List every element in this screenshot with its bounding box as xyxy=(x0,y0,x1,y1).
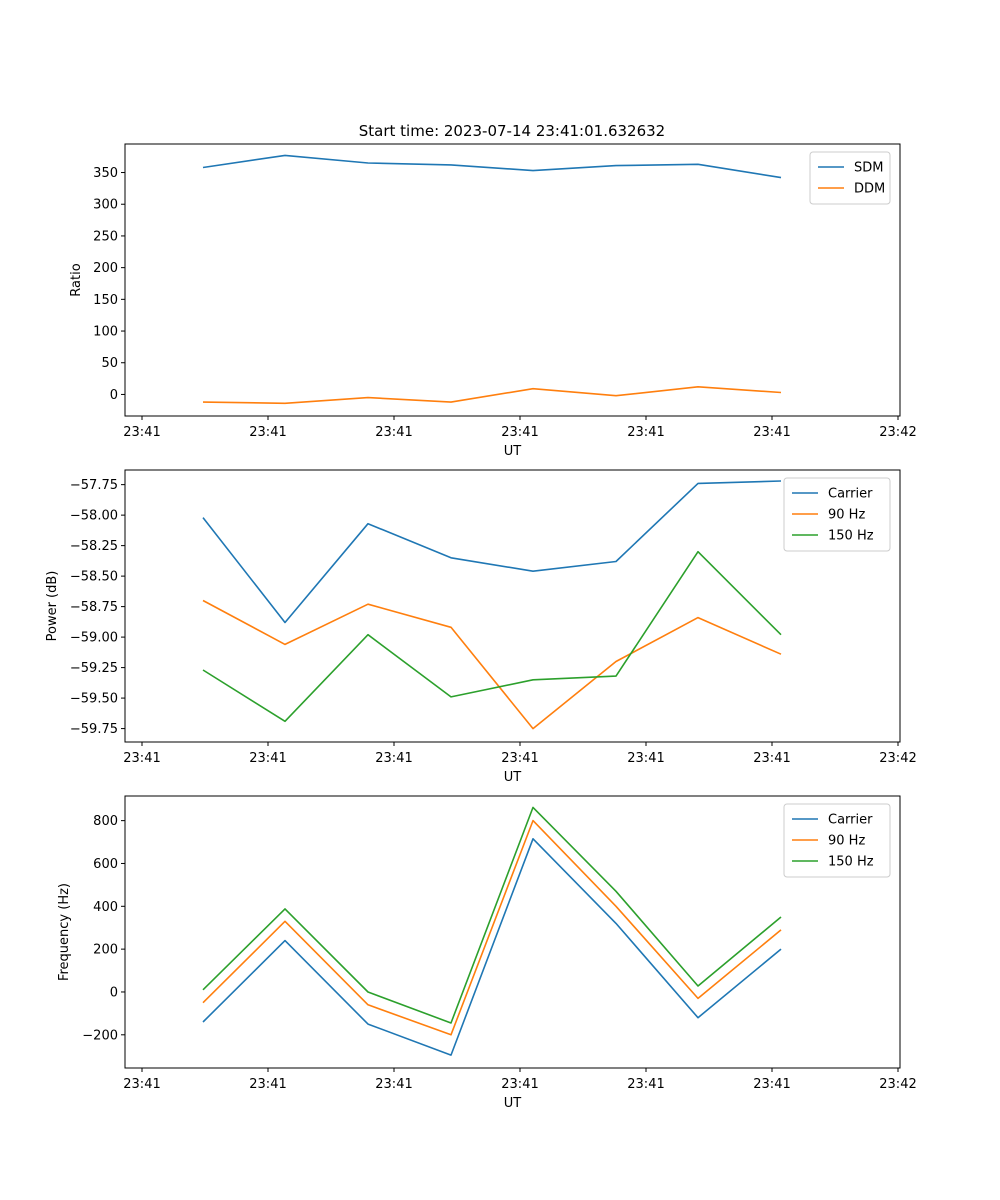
y-tick-label: −58.75 xyxy=(70,600,118,615)
legend-label: 90 Hz xyxy=(828,834,865,849)
y-tick-label: 50 xyxy=(101,356,118,371)
legend-label: SDM xyxy=(854,161,883,176)
legend-label: 150 Hz xyxy=(828,855,874,870)
legend: SDM DDM xyxy=(809,151,891,205)
y-tick-label: 250 xyxy=(93,229,118,244)
y-tick-label: −59.50 xyxy=(70,692,118,707)
x-tick-label: 23:41 xyxy=(375,425,412,440)
y-tick-label: 300 xyxy=(93,198,118,213)
y-axis-label: Ratio xyxy=(69,263,84,296)
y-tick-label: 100 xyxy=(93,325,118,340)
subplot-3: −200 0 200 400 600 800 23:41 23:41 23:41 23:41 23:… xyxy=(57,795,917,1111)
y-tick-label: 400 xyxy=(93,900,118,915)
legend: Carrier 90 Hz 150 Hz xyxy=(783,803,891,878)
x-tick-label: 23:41 xyxy=(123,1077,160,1092)
y-tick-label: −58.00 xyxy=(70,509,118,524)
legend-label: Carrier xyxy=(828,487,873,502)
series-line-150-hz xyxy=(202,806,782,1024)
legend-label: DDM xyxy=(854,182,885,197)
x-tick-label: 23:41 xyxy=(753,425,790,440)
legend-label: Carrier xyxy=(828,813,873,828)
y-tick-label: −57.75 xyxy=(70,478,118,493)
subplot-1: 0 50 100 150 200 250 300 350 23:41 23:41 23:41 23:4… xyxy=(69,143,917,459)
subplot-2: −59.75 −59.50 −59.25 −59.00 −58.75 −58.50 −58.… xyxy=(45,469,917,785)
y-axis-label: Power (dB) xyxy=(45,571,60,642)
axes-frame xyxy=(124,469,901,743)
x-tick-label: 23:41 xyxy=(375,1077,412,1092)
x-tick-label: 23:41 xyxy=(753,751,790,766)
x-tick-label: 23:41 xyxy=(249,1077,286,1092)
legend: Carrier 90 Hz 150 Hz xyxy=(783,477,891,552)
y-tick-label: 600 xyxy=(93,857,118,872)
x-tick-label: 23:41 xyxy=(753,1077,790,1092)
legend-box xyxy=(809,151,891,205)
y-tick-label: −59.75 xyxy=(70,722,118,737)
y-tick-label: 200 xyxy=(93,943,118,958)
axes-frame xyxy=(124,143,901,417)
legend-box xyxy=(783,803,891,878)
series-line-150-hz xyxy=(202,550,782,723)
x-tick-label: 23:41 xyxy=(249,425,286,440)
x-tick-label: 23:41 xyxy=(627,425,664,440)
series-line-carrier xyxy=(202,837,782,1056)
y-tick-label: −59.00 xyxy=(70,631,118,646)
y-tick-label: 150 xyxy=(93,293,118,308)
series-line-carrier xyxy=(202,480,782,624)
x-tick-label: 23:41 xyxy=(501,1077,538,1092)
y-tick-label: 0 xyxy=(110,985,118,1000)
x-axis-label: UT xyxy=(504,444,522,459)
y-tick-label: 800 xyxy=(93,814,118,829)
y-tick-label: −59.25 xyxy=(70,661,118,676)
x-tick-label: 23:41 xyxy=(123,425,160,440)
y-tick-label: −58.25 xyxy=(70,539,118,554)
x-tick-label: 23:41 xyxy=(123,751,160,766)
x-axis-label: UT xyxy=(504,1096,522,1111)
axes-frame xyxy=(124,795,901,1069)
series-line-ddm xyxy=(202,385,782,405)
x-axis-label: UT xyxy=(504,770,522,785)
y-tick-label: 200 xyxy=(93,261,118,276)
y-tick-label: 350 xyxy=(93,166,118,181)
x-tick-label: 23:42 xyxy=(879,751,916,766)
y-tick-label: 0 xyxy=(110,388,118,403)
x-tick-label: 23:41 xyxy=(627,1077,664,1092)
x-tick-label: 23:42 xyxy=(879,425,916,440)
x-tick-label: 23:42 xyxy=(879,1077,916,1092)
x-tick-label: 23:41 xyxy=(249,751,286,766)
legend-label: 150 Hz xyxy=(828,529,874,544)
x-tick-label: 23:41 xyxy=(501,425,538,440)
legend-box xyxy=(783,477,891,552)
series-line-90-hz xyxy=(202,599,782,730)
series-line-sdm xyxy=(202,154,782,179)
x-tick-label: 23:41 xyxy=(627,751,664,766)
series-line-90-hz xyxy=(202,819,782,1036)
x-tick-label: 23:41 xyxy=(501,751,538,766)
y-tick-label: −200 xyxy=(82,1028,118,1043)
y-tick-label: −58.50 xyxy=(70,570,118,585)
chart-title: Start time: 2023-07-14 23:41:01.632632 xyxy=(359,122,665,140)
y-axis-label: Frequency (Hz) xyxy=(57,883,72,981)
legend-label: 90 Hz xyxy=(828,508,865,523)
x-tick-label: 23:41 xyxy=(375,751,412,766)
